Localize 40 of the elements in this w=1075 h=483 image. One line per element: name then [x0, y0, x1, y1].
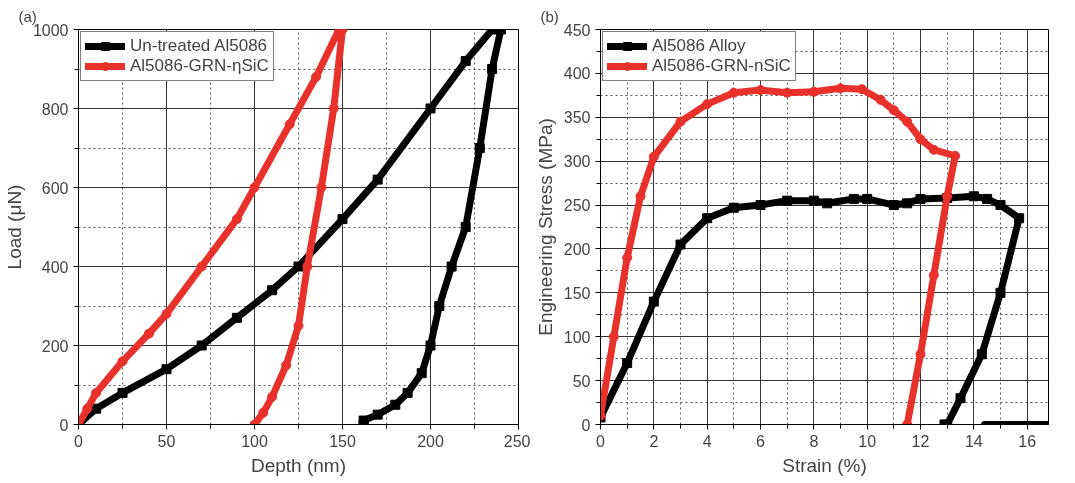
x-tick-label: 2: [649, 432, 659, 450]
legend-label: Al5086 Alloy: [652, 36, 746, 56]
y-tick-label: 450: [563, 21, 591, 39]
y-tick-label: 400: [563, 65, 591, 83]
y-tick-label: 600: [41, 179, 69, 197]
x-tick-label: 6: [756, 432, 766, 450]
x-tick-label: 4: [702, 432, 712, 450]
y-tick-label: 250: [563, 197, 591, 215]
x-tick-label: 50: [157, 432, 176, 450]
x-tick-label: 14: [964, 432, 983, 450]
x-axis-title: Strain (%): [782, 454, 867, 476]
x-tick-label: 150: [329, 432, 356, 450]
x-tick-label: 10: [858, 432, 877, 450]
y-tick-label: 0: [581, 416, 591, 434]
legend-label: Al5086-GRN-nSiC: [652, 56, 791, 76]
legend-label: Al5086-GRN-ηSiC: [130, 56, 269, 76]
text: (a): [18, 7, 37, 25]
x-tick-label: 200: [417, 432, 444, 450]
legend-label: Un-treated Al5086: [130, 36, 268, 56]
x-tick-label: 8: [809, 432, 819, 450]
y-tick-label: 100: [563, 328, 591, 346]
x-tick-label: 250: [503, 432, 531, 450]
y-axis-title: Load (μN): [3, 184, 25, 270]
x-tick-label: 100: [241, 432, 268, 450]
x-tick-label: 0: [596, 432, 606, 450]
text: (b): [540, 7, 559, 25]
y-tick-label: 150: [563, 284, 591, 302]
x-tick-label: 0: [74, 432, 84, 450]
y-tick-label: 200: [41, 337, 69, 355]
y-tick-label: 0: [59, 416, 69, 434]
y-tick-label: 50: [572, 372, 591, 390]
y-tick-label: 200: [563, 240, 591, 258]
x-axis-title: Depth (nm): [250, 454, 347, 476]
y-axis-title: Engineering Stress (MPa): [534, 118, 556, 336]
y-tick-label: 300: [563, 153, 591, 171]
x-tick-label: 16: [1018, 432, 1037, 450]
y-tick-label: 800: [41, 100, 69, 118]
y-tick-label: 350: [563, 109, 591, 127]
y-tick-label: 400: [41, 258, 69, 276]
x-tick-label: 12: [911, 432, 930, 450]
